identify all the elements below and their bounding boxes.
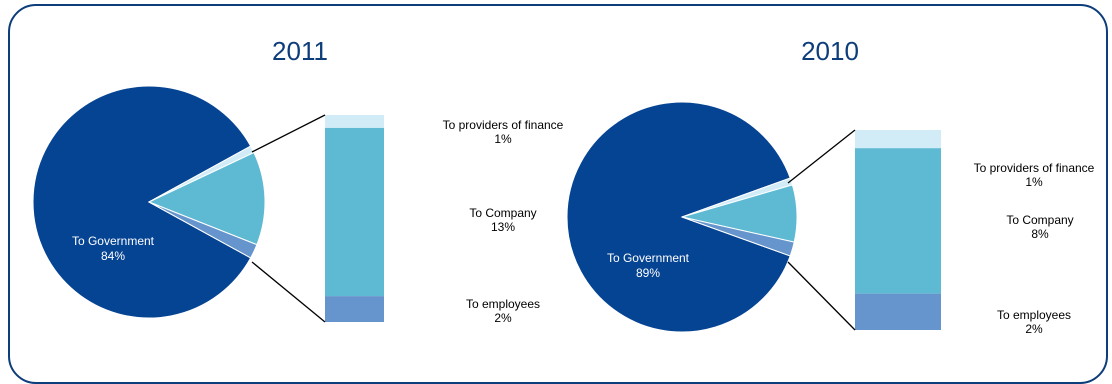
- bar-label-employees-value-2011: 2%: [494, 311, 512, 325]
- bar-segment-finance-2011: [325, 115, 384, 128]
- pie-slice-government-2011: [32, 85, 252, 319]
- bar-segment-company-2011: [325, 127, 384, 297]
- bar-label-finance-name-2010: To providers of finance: [974, 161, 1095, 175]
- bar-label-finance-value-2010: 1%: [1025, 175, 1043, 189]
- bar-label-company-name-2010: To Company: [1006, 213, 1073, 227]
- chart-2011: 2011 To Government 84% To providers of f…: [32, 36, 564, 325]
- pie-slice-employees-2011: [148, 201, 258, 259]
- pie-slice-employees-2010: [681, 216, 795, 257]
- pie-slice-government-2010: [566, 101, 791, 333]
- charts-canvas: 2011 To Government 84% To providers of f…: [32, 36, 1095, 336]
- pie-label-government-name-2011: To Government: [72, 234, 155, 248]
- chart-title-2011: 2011: [272, 36, 328, 66]
- connector-top-2010: [787, 129, 856, 184]
- bar-label-employees-value-2010: 2%: [1025, 322, 1043, 336]
- bar-label-company-value-2011: 13%: [491, 220, 515, 234]
- connector-bottom-2011: [251, 261, 326, 323]
- bar-segment-employees-2010: [855, 293, 941, 330]
- bar-segment-finance-2010: [855, 130, 941, 149]
- connector-bottom-2010: [787, 261, 856, 331]
- chart-2010: 2010 To Government 89% To providers of f…: [566, 36, 1095, 336]
- pie-label-government-value-2010: 89%: [636, 266, 660, 280]
- chart-title-2010: 2010: [801, 36, 859, 66]
- pie-slice-company-2011: [147, 151, 266, 246]
- connector-top-2011: [251, 114, 326, 153]
- bar-label-employees-name-2010: To employees: [997, 308, 1071, 322]
- bar-segment-employees-2011: [325, 296, 384, 323]
- pie-label-government-name-2010: To Government: [607, 251, 690, 265]
- bar-label-finance-name-2011: To providers of finance: [443, 118, 564, 132]
- pie-label-government-value-2011: 84%: [101, 249, 125, 263]
- bar-label-company-name-2011: To Company: [469, 206, 536, 220]
- bar-label-employees-name-2011: To employees: [466, 297, 540, 311]
- bar-segment-company-2010: [855, 148, 941, 294]
- bar-label-finance-value-2011: 1%: [494, 132, 512, 146]
- bar-label-company-value-2010: 8%: [1031, 227, 1049, 241]
